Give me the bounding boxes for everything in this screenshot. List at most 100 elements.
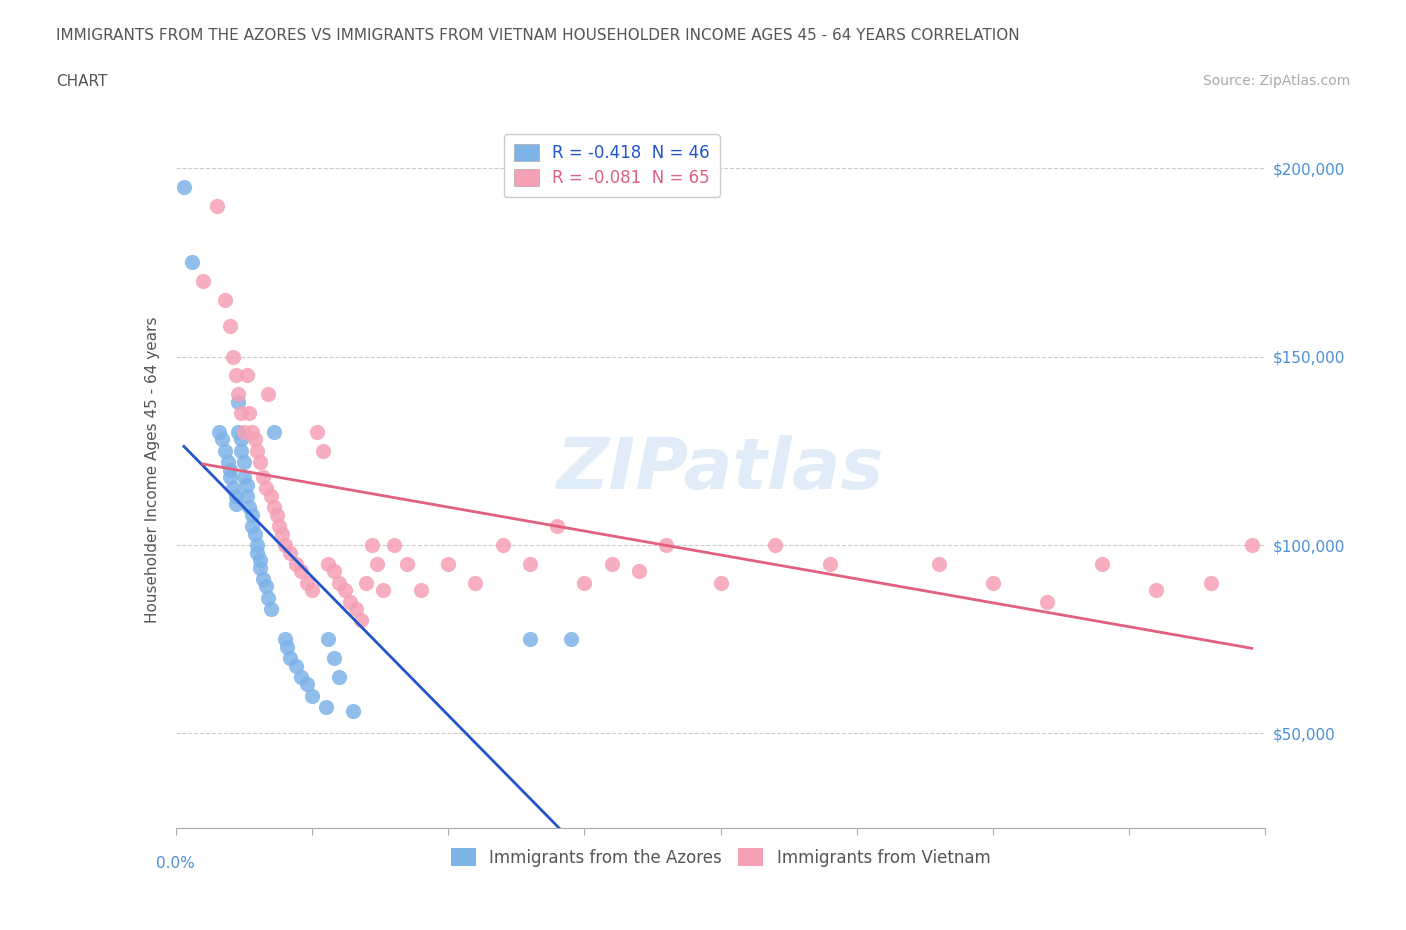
Point: [260, 488, 283, 503]
Point: [322, 564, 344, 578]
Point: [228, 394, 250, 409]
Point: [263, 424, 285, 439]
Point: [217, 455, 239, 470]
Point: [350, 613, 373, 628]
Point: [238, 405, 260, 420]
Point: [219, 319, 242, 334]
Point: [240, 424, 263, 439]
Point: [546, 519, 568, 534]
Point: [307, 424, 329, 439]
Point: [235, 488, 257, 503]
Point: [257, 591, 280, 605]
Point: [197, 86, 219, 100]
Point: [318, 631, 340, 646]
Point: [315, 699, 337, 714]
Point: [396, 556, 419, 571]
Point: [333, 583, 356, 598]
Point: [284, 658, 307, 673]
Text: 0.0%: 0.0%: [156, 857, 195, 871]
Point: [710, 576, 733, 591]
Point: [342, 703, 364, 718]
Point: [225, 488, 247, 503]
Point: [231, 444, 253, 458]
Point: [519, 631, 541, 646]
Text: Source: ZipAtlas.com: Source: ZipAtlas.com: [1202, 74, 1350, 88]
Point: [191, 273, 214, 288]
Point: [574, 576, 596, 591]
Point: [301, 688, 323, 703]
Point: [274, 631, 297, 646]
Point: [249, 455, 271, 470]
Point: [519, 556, 541, 571]
Point: [328, 670, 350, 684]
Point: [290, 670, 312, 684]
Point: [437, 556, 460, 571]
Point: [560, 631, 582, 646]
Point: [278, 651, 301, 666]
Point: [356, 576, 378, 591]
Point: [211, 432, 233, 447]
Point: [235, 477, 257, 492]
Point: [284, 556, 307, 571]
Point: [231, 405, 253, 420]
Point: [225, 496, 247, 511]
Point: [219, 462, 242, 477]
Point: [290, 564, 312, 578]
Point: [246, 545, 269, 560]
Point: [409, 583, 432, 598]
Point: [208, 424, 231, 439]
Point: [205, 198, 228, 213]
Point: [269, 519, 291, 534]
Legend: Immigrants from the Azores, Immigrants from Vietnam: Immigrants from the Azores, Immigrants f…: [440, 839, 1001, 877]
Point: [181, 255, 204, 270]
Point: [232, 455, 254, 470]
Point: [818, 556, 841, 571]
Point: [344, 602, 367, 617]
Point: [492, 538, 515, 552]
Point: [228, 424, 250, 439]
Point: [276, 639, 298, 654]
Point: [232, 470, 254, 485]
Point: [254, 579, 277, 594]
Point: [328, 576, 350, 591]
Point: [232, 424, 254, 439]
Point: [225, 368, 247, 383]
Point: [295, 677, 318, 692]
Point: [464, 576, 486, 591]
Point: [312, 444, 335, 458]
Point: [1144, 583, 1167, 598]
Text: ZIPatlas: ZIPatlas: [557, 435, 884, 504]
Point: [301, 583, 323, 598]
Point: [360, 538, 382, 552]
Point: [318, 556, 340, 571]
Point: [627, 564, 650, 578]
Point: [339, 594, 361, 609]
Point: [382, 538, 405, 552]
Point: [600, 556, 623, 571]
Point: [243, 526, 266, 541]
Point: [228, 387, 250, 402]
Point: [214, 444, 236, 458]
Point: [278, 545, 301, 560]
Point: [243, 432, 266, 447]
Point: [322, 651, 344, 666]
Y-axis label: Householder Income Ages 45 - 64 years: Householder Income Ages 45 - 64 years: [145, 316, 160, 623]
Point: [271, 526, 294, 541]
Point: [214, 293, 236, 308]
Text: IMMIGRANTS FROM THE AZORES VS IMMIGRANTS FROM VIETNAM HOUSEHOLDER INCOME AGES 45: IMMIGRANTS FROM THE AZORES VS IMMIGRANTS…: [56, 28, 1019, 43]
Point: [235, 368, 257, 383]
Point: [266, 508, 288, 523]
Point: [219, 470, 242, 485]
Point: [249, 552, 271, 567]
Point: [257, 387, 280, 402]
Point: [1199, 576, 1222, 591]
Point: [222, 349, 245, 364]
Point: [655, 538, 678, 552]
Point: [252, 470, 274, 485]
Point: [173, 179, 195, 194]
Point: [246, 444, 269, 458]
Point: [260, 602, 283, 617]
Point: [371, 583, 394, 598]
Point: [263, 500, 285, 515]
Point: [1091, 556, 1114, 571]
